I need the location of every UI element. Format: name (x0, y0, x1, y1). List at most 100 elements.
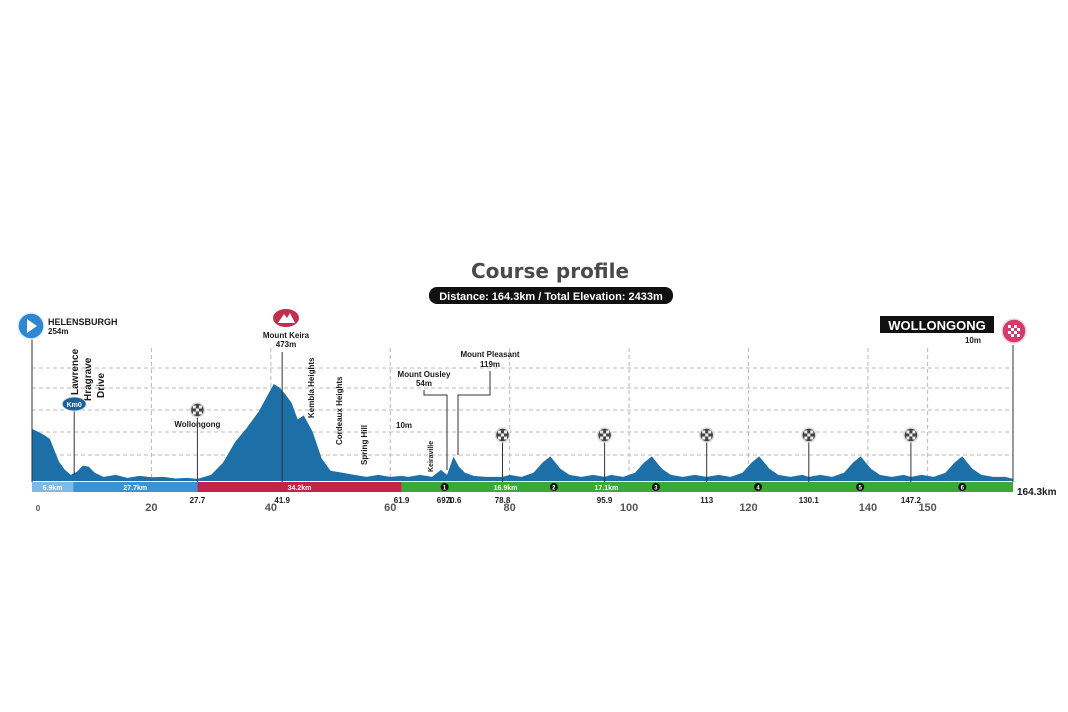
sprint-checker (708, 430, 712, 434)
sprint-checker (192, 405, 196, 409)
sprint-checker (497, 430, 501, 434)
sprint-checker (497, 436, 501, 440)
x-axis-end-label: 164.3km (1017, 487, 1057, 498)
climb-name: Mount Ousley (398, 370, 451, 379)
lap-marker (651, 483, 660, 491)
place-kembla-heights: Kembla Heights (307, 357, 316, 418)
x-tick-label: 0 (36, 504, 41, 513)
finish-checker (1011, 334, 1014, 337)
segment-label: 6.9km (43, 485, 63, 492)
km-marker-label: 27.7 (190, 496, 206, 505)
climb-elevation: 119m (480, 360, 500, 369)
sprint-checker (198, 411, 202, 415)
finish-checker (1014, 331, 1017, 334)
start-elevation: 254m (48, 327, 68, 336)
sprint-checker (705, 433, 709, 437)
ousley-leader (423, 390, 448, 470)
finish-checker (1014, 325, 1017, 328)
lap-number: 4 (756, 486, 760, 492)
segment-bar (32, 482, 74, 492)
km0-label: Km0 (67, 402, 82, 409)
km-marker-label: 147.2 (901, 496, 922, 505)
x-tick-label: 140 (859, 502, 877, 514)
mountain-icon-glyph (278, 313, 295, 323)
place-hragrave: Hragrave (83, 357, 94, 401)
km-marker-label: 69.1 (437, 496, 453, 505)
sprint-checker (606, 436, 610, 440)
lap-marker (754, 483, 763, 491)
lap-marker (958, 483, 967, 491)
sprint-checker (912, 430, 916, 434)
y-unit-label: 10m (396, 421, 412, 430)
circuit-length-label: 17.1km (595, 485, 619, 492)
chart-subtitle: Distance: 164.3km / Total Elevation: 243… (439, 291, 663, 303)
sprint-checker (702, 436, 706, 440)
km-marker-label: 78.8 (495, 496, 511, 505)
finish-checker (1011, 328, 1014, 331)
km-marker-label: 113 (700, 496, 713, 505)
sprint-checker (503, 430, 507, 434)
place-spring-hill: Spring Hill (360, 425, 369, 465)
place-keiraville: Keiraville (428, 441, 435, 472)
sprint-checker (804, 430, 808, 434)
segment-bar (197, 482, 402, 492)
sprint-checker (906, 436, 910, 440)
sprint-checker (600, 436, 604, 440)
finish-checker (1008, 325, 1011, 328)
lap-number: 1 (443, 486, 447, 492)
chart-title: Course profile (471, 259, 629, 283)
place-drive: Drive (96, 373, 107, 398)
finish-checker (1017, 334, 1020, 337)
sprint-checker (192, 411, 196, 415)
segment-bar (401, 482, 1013, 492)
x-tick-label: 150 (918, 502, 936, 514)
sprint-checker (702, 430, 706, 434)
sprint-checker (503, 436, 507, 440)
sprint-checker (807, 433, 811, 437)
lap-marker (549, 483, 558, 491)
sprint-label: Wollongong (174, 420, 220, 429)
x-tick-label: 20 (145, 502, 157, 514)
finish-elevation: 10m (965, 336, 981, 345)
segment-bar (73, 482, 198, 492)
sprint-checker (906, 430, 910, 434)
lap-number: 2 (552, 486, 556, 492)
segment-label: 27.7km (123, 485, 147, 492)
km0-badge (61, 396, 87, 412)
sprint-checker (600, 430, 604, 434)
finish-name-box (880, 316, 994, 333)
climb-elevation: 473m (276, 340, 296, 349)
x-tick-label: 120 (739, 502, 757, 514)
climb-name: Mount Keira (263, 331, 310, 340)
lap-number: 5 (858, 486, 862, 492)
elevation-area (32, 384, 1013, 481)
km-marker-label: 61.9 (394, 496, 410, 505)
climb-elevation: 54m (416, 379, 432, 388)
sprint-checker (909, 433, 913, 437)
sprint-checker (606, 430, 610, 434)
climb-name: Mount Pleasant (460, 350, 519, 359)
circuit-length-label: 16.9km (494, 485, 518, 492)
pleasant-leader (457, 371, 491, 455)
sprint-checker (804, 436, 808, 440)
lap-number: 6 (961, 486, 965, 492)
play-icon (27, 319, 37, 333)
sprint-checker (500, 433, 504, 437)
sprint-checker (195, 408, 199, 412)
x-tick-label: 40 (265, 502, 277, 514)
finish-checker (1017, 328, 1020, 331)
sprint-checker (708, 436, 712, 440)
lap-number: 3 (654, 486, 658, 492)
place-lawrence: Lawrence (70, 348, 81, 395)
sprint-checker (912, 436, 916, 440)
lap-marker (856, 483, 865, 491)
x-tick-label: 80 (504, 502, 516, 514)
place-cordeaux-heights: Cordeaux Heights (335, 376, 344, 445)
km-marker-label: 130.1 (799, 496, 820, 505)
lap-marker (440, 483, 449, 491)
km-marker-label: 95.9 (597, 496, 613, 505)
sprint-checker (603, 433, 607, 437)
finish-name: WOLLONGONG (888, 318, 986, 333)
